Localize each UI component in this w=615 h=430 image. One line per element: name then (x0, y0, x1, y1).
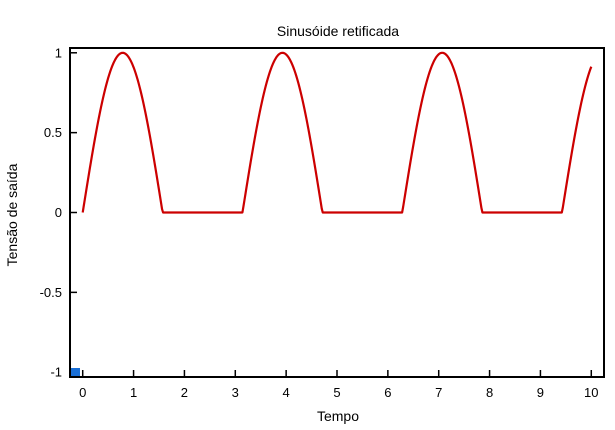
corner-marker (71, 368, 80, 376)
y-tick-label: 0.5 (44, 125, 62, 140)
x-tick-label: 3 (232, 385, 239, 400)
y-tick-label: -0.5 (40, 285, 62, 300)
x-tick-label: 2 (181, 385, 188, 400)
x-tick-label: 1 (130, 385, 137, 400)
x-tick-label: 8 (486, 385, 493, 400)
axis-ticks: 0 1 2 3 4 5 6 7 8 9 10 -1 -0.5 0 0.5 1 (40, 45, 599, 400)
series-line (81, 51, 593, 214)
x-tick-label: 0 (79, 385, 86, 400)
x-tick-label: 6 (384, 385, 391, 400)
y-tick-label: 0 (55, 205, 62, 220)
series-layer (71, 51, 593, 376)
y-tick-label: 1 (55, 45, 62, 60)
x-tick-label: 10 (584, 385, 598, 400)
x-tick-label: 4 (283, 385, 290, 400)
x-tick-label: 5 (333, 385, 340, 400)
x-axis-label: Tempo (317, 408, 359, 424)
x-tick-label: 9 (537, 385, 544, 400)
x-tick-label: 7 (435, 385, 442, 400)
y-tick-label: -1 (50, 365, 62, 380)
chart-title: Sinusóide retificada (277, 23, 399, 39)
y-axis-label: Tensão de saída (4, 163, 20, 266)
